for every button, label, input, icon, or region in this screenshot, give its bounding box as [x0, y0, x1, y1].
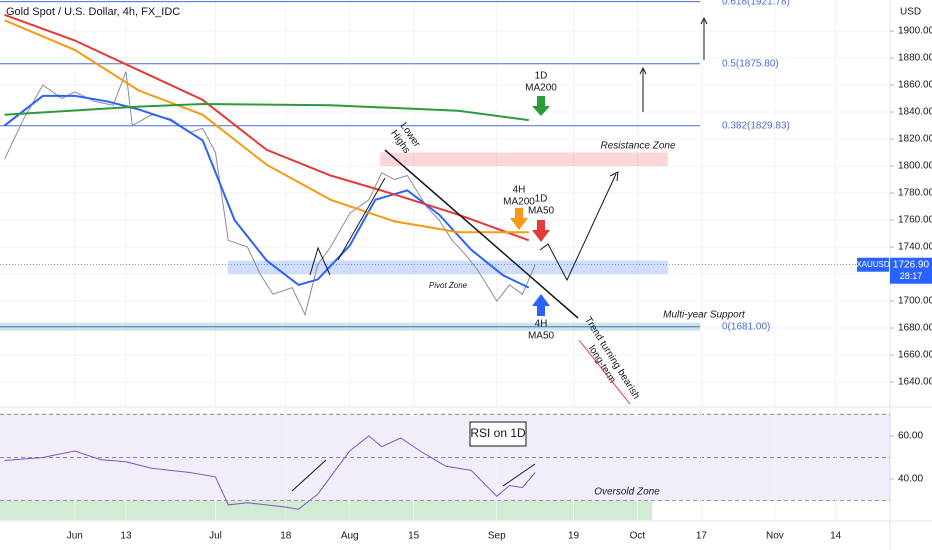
trend-line [384, 149, 579, 319]
arrow-head [639, 66, 647, 75]
series-line [4, 435, 536, 510]
drawings [291, 16, 708, 492]
y-tick-label: 1860.00 [898, 80, 932, 91]
annotation: MA200 [503, 197, 535, 208]
x-tick-label: Nov [766, 531, 784, 542]
x-tick-label: Jun [67, 531, 83, 542]
series-line [4, 102, 529, 122]
fib-label: 0.5(1875.80) [722, 58, 779, 69]
price-arrow [337, 177, 386, 261]
zone [228, 260, 668, 275]
x-tick-label: 19 [568, 531, 580, 542]
y-tick-label: 1820.00 [898, 134, 932, 145]
x-tick-label: Oct [630, 531, 646, 542]
rsi-title-box [469, 421, 527, 447]
x-tick-label: 15 [408, 531, 420, 542]
rsi-title: RSI on 1D [470, 426, 526, 440]
x-tick-label: Aug [341, 531, 359, 542]
series-line [4, 71, 536, 317]
blue-arrow [532, 294, 550, 316]
annotation: MA50 [528, 206, 555, 217]
fib-label: 0(1681.00) [722, 321, 770, 332]
zone-label: Multi-year Support [663, 310, 746, 321]
y-tick-label: 1740.00 [898, 242, 932, 253]
symbol-badge [857, 257, 889, 272]
rsi-arrow [291, 459, 327, 492]
price-badge-label: 1726.90 [893, 259, 930, 270]
fib-label: 0.618(1921.78) [722, 0, 790, 7]
annotation: MA50 [528, 331, 555, 342]
series-line [4, 13, 530, 242]
series-line [3, 94, 530, 289]
bearish-arrow [578, 339, 631, 405]
symbol-label: XAUUSD [856, 260, 890, 269]
oversold-label: Oversold Zone [594, 487, 660, 498]
y-tick-label: 1640.00 [898, 377, 932, 388]
y-tick-label: 1780.00 [898, 188, 932, 199]
oversold-zone [0, 500, 652, 520]
y-tick-label: 1760.00 [898, 215, 932, 226]
signal-arrows [510, 96, 550, 316]
y-tick-label: 40.00 [898, 474, 923, 485]
orange-arrow [510, 208, 528, 230]
annotation: 4H [513, 185, 526, 196]
x-tick-label: 17 [696, 531, 708, 542]
projection-path [539, 173, 617, 282]
fib-label: 0.382(1829.83) [722, 120, 790, 131]
y-tick-label: 1880.00 [898, 53, 932, 64]
annotation: 4H [535, 319, 548, 330]
zone-label: Pivot Zone [429, 281, 468, 290]
y-axis-label: USD [900, 7, 921, 18]
rsi-arrow [502, 463, 536, 487]
y-tick-label: 60.00 [898, 431, 923, 442]
price-path [309, 246, 331, 276]
y-tick-label: 1900.00 [898, 26, 932, 37]
arrow-head [609, 171, 619, 182]
chart-title: Gold Spot / U.S. Dollar, 4h, FX_IDC [6, 6, 180, 18]
green-arrow [532, 96, 550, 116]
zone [380, 152, 668, 167]
annotation: 1D [535, 194, 548, 205]
y-tick-label: 1700.00 [898, 296, 932, 307]
x-tick-label: 14 [830, 531, 842, 542]
annotation: 1D [535, 71, 548, 82]
y-tick-label: 1660.00 [898, 350, 932, 361]
x-tick-label: 18 [280, 531, 292, 542]
arrow-head [700, 16, 708, 25]
x-tick-label: 13 [120, 531, 132, 542]
annotation: MA200 [525, 83, 557, 94]
x-tick-label: Sep [488, 531, 506, 542]
countdown-label: 28:17 [900, 271, 923, 281]
y-tick-label: 1680.00 [898, 323, 932, 334]
red-arrow [532, 220, 550, 242]
zone-label: Resistance Zone [600, 141, 675, 152]
price-badge [890, 257, 932, 284]
x-tick-label: Jul [209, 531, 222, 542]
y-tick-label: 1840.00 [898, 107, 932, 118]
series-line [4, 19, 529, 234]
y-tick-label: 1800.00 [898, 161, 932, 172]
